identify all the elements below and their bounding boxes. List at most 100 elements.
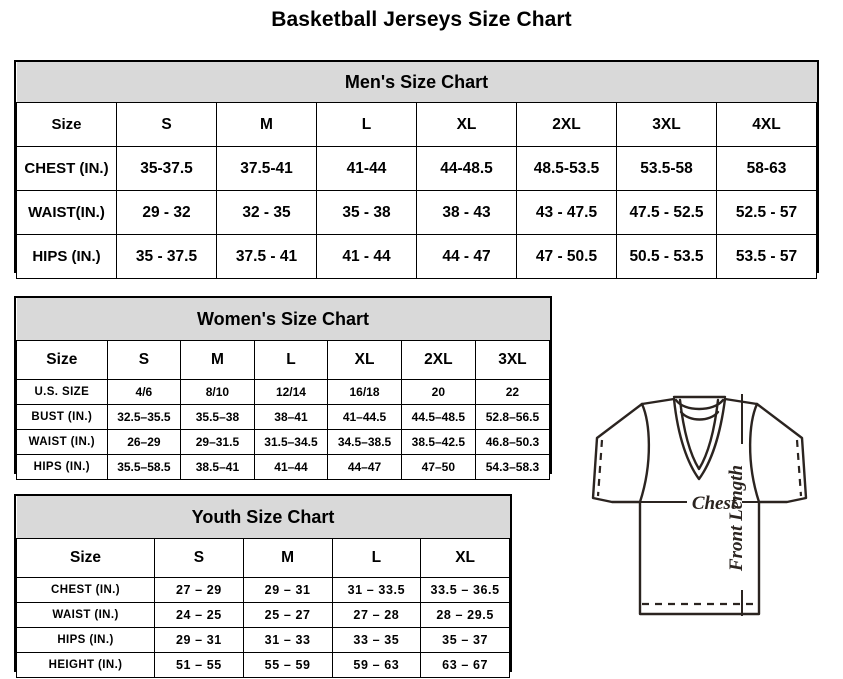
womens-header-size: Size	[16, 340, 108, 380]
youth-waist-s: 24 – 25	[154, 602, 244, 628]
womens-bust-s: 32.5–35.5	[106, 404, 182, 430]
womens-header-l: L	[253, 340, 329, 380]
mens-waist-xl: 38 - 43	[416, 190, 517, 235]
mens-waist-3xl: 47.5 - 52.5	[616, 190, 717, 235]
right-sleeve-outline	[755, 402, 808, 504]
vneck-inner	[678, 398, 720, 471]
mens-header-2xl: 2XL	[516, 102, 617, 147]
womens-waist-2xl: 38.5–42.5	[400, 429, 476, 455]
youth-waist-xl: 28 – 29.5	[420, 602, 510, 628]
mens-chest-xl: 44-48.5	[416, 146, 517, 191]
womens-chart-caption-row: Women's Size Chart	[16, 298, 550, 341]
womens-waist-l: 31.5–34.5	[253, 429, 329, 455]
mens-hips-xl: 44 - 47	[416, 234, 517, 279]
table-row: HEIGHT (IN.) 51 – 55 55 – 59 59 – 63 63 …	[15, 652, 510, 678]
vneck-outer	[672, 397, 727, 481]
youth-size-table: Youth Size Chart Size S M L XL CHEST (IN…	[15, 496, 510, 678]
right-sleeve-seam	[748, 402, 761, 504]
youth-size-chart: Youth Size Chart Size S M L XL CHEST (IN…	[14, 494, 512, 678]
youth-header-l: L	[331, 538, 422, 578]
table-row: CHEST (IN.) 35-37.5 37.5-41 41-44 44-48.…	[16, 146, 817, 191]
womens-waist-xl: 34.5–38.5	[327, 429, 402, 455]
mens-waist-4xl: 52.5 - 57	[716, 190, 817, 235]
mens-header-m: M	[216, 102, 317, 147]
mens-chart-caption-row: Men's Size Chart	[16, 62, 817, 103]
mens-header-size: Size	[16, 102, 117, 147]
youth-waist-l: 27 – 28	[331, 602, 422, 628]
youth-header-xl: XL	[420, 538, 510, 578]
left-shoulder	[640, 397, 676, 406]
youth-waist-m: 25 – 27	[242, 602, 333, 628]
youth-height-m: 55 – 59	[242, 652, 333, 678]
mens-header-4xl: 4XL	[716, 102, 817, 147]
womens-hips-2xl: 47–50	[400, 454, 476, 480]
womens-us-size-3xl: 22	[474, 379, 551, 405]
youth-chart-caption-row: Youth Size Chart	[16, 496, 510, 539]
womens-header-xl: XL	[327, 340, 402, 380]
womens-header-m: M	[180, 340, 255, 380]
womens-bust-xl: 41–44.5	[327, 404, 402, 430]
womens-chart-caption: Women's Size Chart	[16, 298, 550, 341]
womens-us-size-l: 12/14	[253, 379, 329, 405]
womens-hips-s: 35.5–58.5	[106, 454, 182, 480]
table-row: HIPS (IN.) 29 – 31 31 – 33 33 – 35 35 – …	[15, 627, 510, 653]
mens-chest-4xl: 58-63	[716, 146, 817, 191]
mens-hips-l: 41 - 44	[316, 234, 417, 279]
mens-chart-caption: Men's Size Chart	[16, 62, 817, 103]
womens-waist-3xl: 46.8–50.3	[474, 429, 551, 455]
youth-hips-xl: 35 – 37	[420, 627, 510, 653]
womens-row-label-us-size: U.S. SIZE	[16, 379, 108, 405]
womens-bust-m: 35.5–38	[180, 404, 255, 430]
mens-hips-4xl: 53.5 - 57	[716, 234, 817, 279]
womens-bust-l: 38–41	[253, 404, 329, 430]
mens-chest-3xl: 53.5-58	[616, 146, 717, 191]
left-sleeve-hem-dash	[596, 439, 604, 497]
front-length-label: Front Length	[726, 465, 747, 572]
table-row: WAIST (IN.) 24 – 25 25 – 27 27 – 28 28 –…	[15, 602, 510, 628]
womens-row-label-bust: BUST (IN.)	[16, 404, 108, 430]
youth-chest-l: 31 – 33.5	[331, 577, 422, 603]
womens-hips-l: 41–44	[253, 454, 329, 480]
table-row: WAIST (IN.) 26–29 29–31.5 31.5–34.5 34.5…	[16, 429, 551, 455]
table-row: WAIST(IN.) 29 - 32 32 - 35 35 - 38 38 - …	[16, 190, 817, 235]
womens-hips-xl: 44–47	[327, 454, 402, 480]
womens-bust-3xl: 52.8–56.5	[474, 404, 551, 430]
mens-row-label-chest: CHEST (IN.)	[16, 146, 117, 191]
table-row: U.S. SIZE 4/6 8/10 12/14 16/18 20 22	[16, 379, 551, 405]
womens-row-label-hips: HIPS (IN.)	[16, 454, 108, 480]
mens-hips-m: 37.5 - 41	[216, 234, 317, 279]
collar-rib-inner	[679, 410, 720, 421]
womens-us-size-xl: 16/18	[327, 379, 402, 405]
mens-chest-m: 37.5-41	[216, 146, 317, 191]
youth-height-xl: 63 – 67	[420, 652, 510, 678]
mens-header-row: Size S M L XL 2XL 3XL 4XL	[16, 102, 817, 147]
collar-rib-outer	[674, 398, 725, 411]
mens-row-label-hips: HIPS (IN.)	[16, 234, 117, 279]
mens-waist-2xl: 43 - 47.5	[516, 190, 617, 235]
womens-us-size-2xl: 20	[400, 379, 476, 405]
youth-chart-caption: Youth Size Chart	[16, 496, 510, 539]
left-sleeve-outline	[591, 402, 644, 504]
mens-header-s: S	[116, 102, 217, 147]
womens-size-table: Women's Size Chart Size S M L XL 2XL 3XL…	[16, 298, 551, 480]
womens-header-row: Size S M L XL 2XL 3XL	[16, 340, 551, 380]
youth-row-label-height: HEIGHT (IN.)	[15, 652, 156, 678]
youth-header-row: Size S M L XL	[15, 538, 510, 578]
mens-waist-s: 29 - 32	[116, 190, 217, 235]
womens-us-size-s: 4/6	[106, 379, 182, 405]
womens-header-2xl: 2XL	[400, 340, 476, 380]
womens-us-size-m: 8/10	[180, 379, 255, 405]
body-outline	[638, 500, 761, 616]
table-row: CHEST (IN.) 27 – 29 29 – 31 31 – 33.5 33…	[15, 577, 510, 603]
youth-hips-m: 31 – 33	[242, 627, 333, 653]
womens-hips-3xl: 54.3–58.3	[474, 454, 551, 480]
youth-chest-xl: 33.5 – 36.5	[420, 577, 510, 603]
youth-header-m: M	[242, 538, 333, 578]
youth-header-size: Size	[15, 538, 156, 578]
youth-chest-s: 27 – 29	[154, 577, 244, 603]
youth-height-s: 51 – 55	[154, 652, 244, 678]
chest-label: Chest	[692, 493, 737, 514]
mens-waist-l: 35 - 38	[316, 190, 417, 235]
womens-row-label-waist: WAIST (IN.)	[16, 429, 108, 455]
jersey-measurement-diagram: Chest Front Length	[556, 352, 843, 642]
